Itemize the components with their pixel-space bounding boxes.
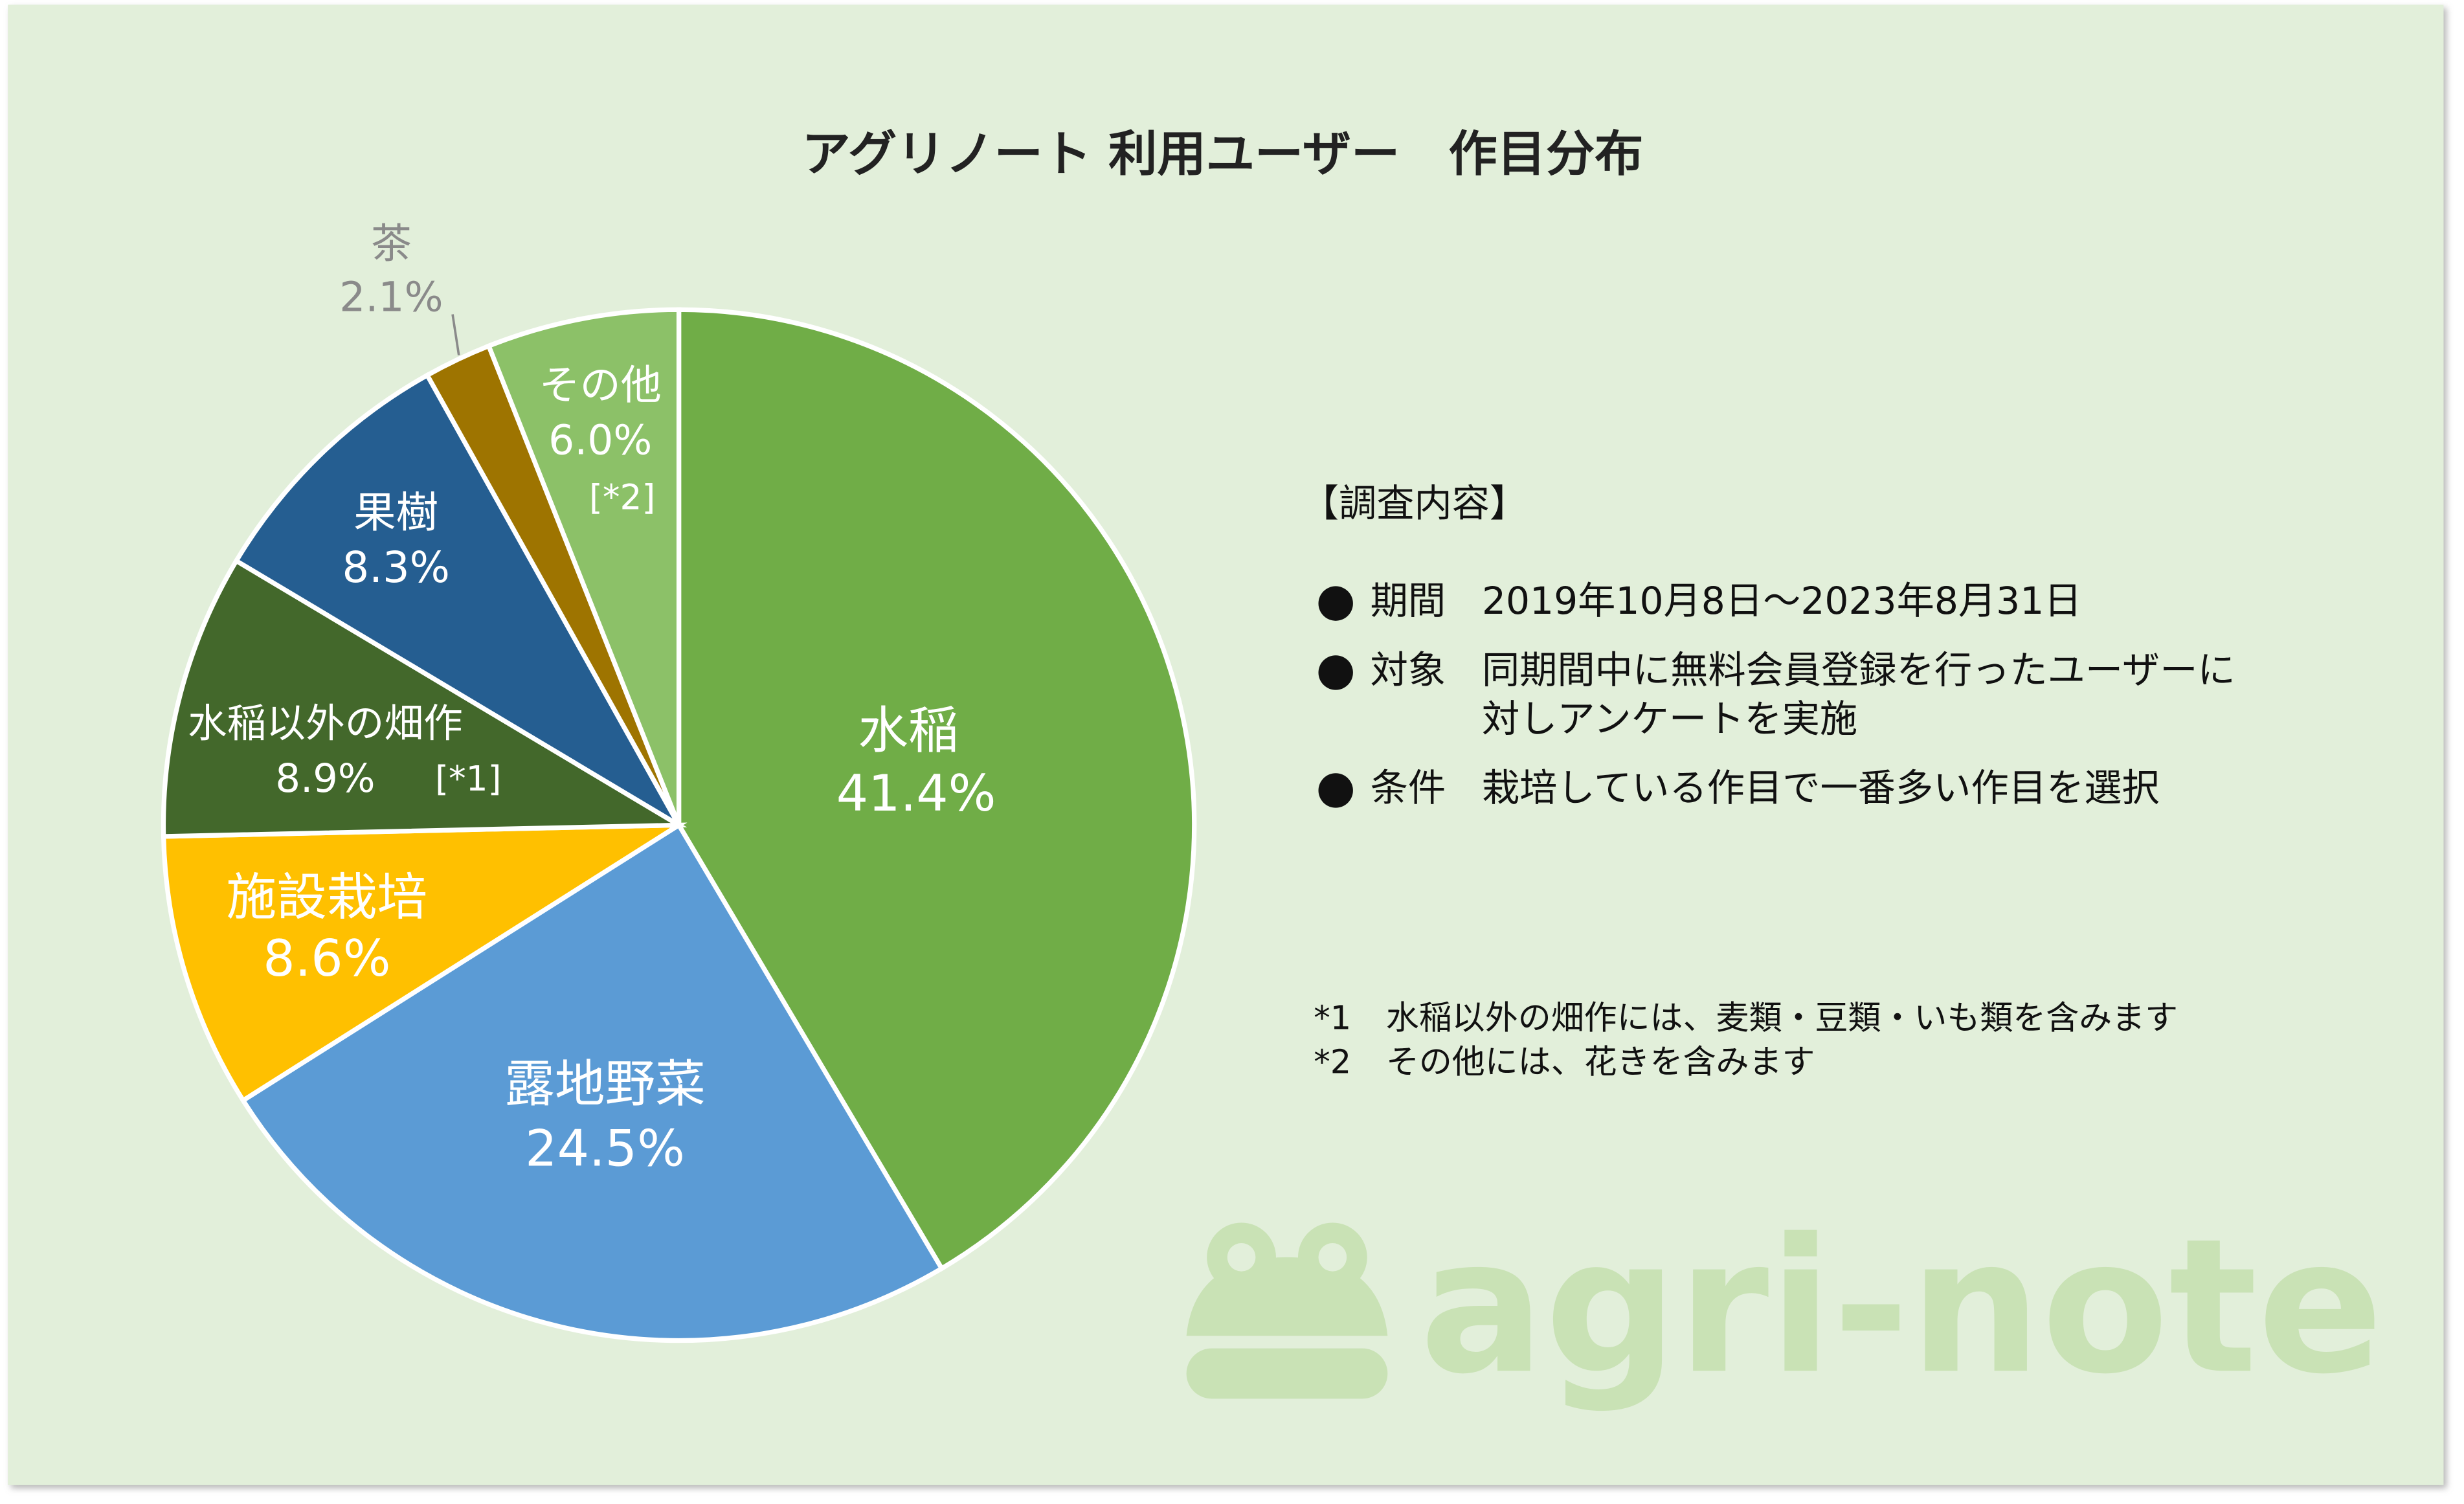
pie-slice bbox=[676, 307, 1197, 1272]
pie-slice bbox=[486, 307, 682, 826]
info-heading: 【調査内容】 bbox=[1301, 482, 1528, 526]
chart-title: アグリノート 利用ユーザー 作目分布 bbox=[801, 125, 1643, 182]
value-label: 8.9% bbox=[275, 756, 375, 802]
footnote-mark: *2 bbox=[1314, 1043, 1351, 1081]
info-label: 対象 bbox=[1371, 648, 1446, 692]
slice-label: 施設栽培 bbox=[227, 868, 428, 926]
slice-note: [*1] bbox=[435, 758, 501, 799]
value-label: 2.1% bbox=[339, 273, 443, 321]
value-label: 41.4% bbox=[836, 765, 996, 823]
logo bbox=[1186, 1222, 1388, 1399]
slice-label: 露地野菜 bbox=[504, 1055, 706, 1114]
info-text: 栽培している作目で一番多い作目を選択 bbox=[1482, 766, 2160, 810]
footnote-mark: *1 bbox=[1314, 999, 1351, 1037]
pie-slice bbox=[161, 557, 688, 839]
slice-note: [*2] bbox=[589, 477, 655, 518]
slice-label: 茶 bbox=[371, 219, 412, 267]
pie-slice bbox=[233, 372, 686, 832]
info-label: 条件 bbox=[1371, 766, 1446, 810]
bullet bbox=[1318, 655, 1353, 690]
slice-label: その他 bbox=[539, 361, 662, 409]
leader-line bbox=[451, 314, 460, 355]
bullet bbox=[1318, 773, 1353, 808]
value-label: 6.0% bbox=[548, 416, 652, 464]
value-label: 8.6% bbox=[263, 930, 390, 988]
bullet bbox=[1318, 586, 1353, 621]
value-label: 24.5% bbox=[525, 1120, 685, 1178]
info-text: 同期間中に無料会員登録を行ったユーザーに bbox=[1482, 648, 2235, 692]
pie-slice bbox=[240, 822, 945, 1343]
info-text: 対しアンケートを実施 bbox=[1482, 697, 1857, 741]
footnote-text: その他には、花きを含みます bbox=[1386, 1043, 1815, 1081]
slice-label: 水稲 bbox=[858, 702, 958, 760]
info-label: 期間 bbox=[1371, 579, 1446, 623]
info-text: 2019年10月8日～2023年8月31日 bbox=[1482, 579, 2082, 623]
watermark: agri-note bbox=[1420, 1198, 2383, 1415]
footnote-text: 水稲以外の畑作には、麦類・豆類・いも類を含みます bbox=[1386, 999, 2178, 1037]
pie-slice bbox=[161, 822, 688, 1104]
value-label: 8.3% bbox=[342, 543, 449, 592]
slice-label: 果樹 bbox=[353, 488, 438, 537]
slice-label: 水稲以外の畑作 bbox=[188, 701, 463, 746]
